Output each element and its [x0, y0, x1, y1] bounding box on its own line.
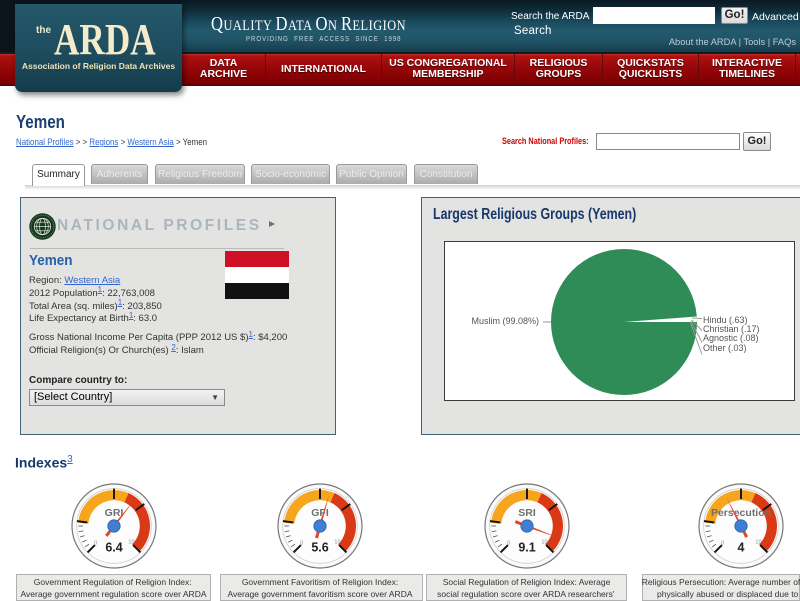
svg-text:10: 10	[334, 540, 340, 546]
svg-text:10: 10	[541, 540, 547, 546]
svg-text:4: 4	[738, 541, 745, 555]
svg-text:9.1: 9.1	[518, 541, 535, 555]
svg-text:Persecution: Persecution	[711, 507, 771, 519]
svg-text:5.6: 5.6	[311, 541, 328, 555]
svg-text:0: 0	[721, 540, 724, 546]
svg-text:10: 10	[755, 540, 761, 546]
svg-text:6.4: 6.4	[105, 541, 122, 555]
svg-text:0: 0	[507, 540, 510, 546]
svg-text:0: 0	[300, 540, 303, 546]
svg-text:0: 0	[94, 540, 97, 546]
svg-text:SRI: SRI	[518, 507, 536, 519]
svg-text:GFI: GFI	[311, 507, 329, 519]
svg-text:GRI: GRI	[105, 507, 124, 519]
svg-text:10: 10	[128, 540, 134, 546]
